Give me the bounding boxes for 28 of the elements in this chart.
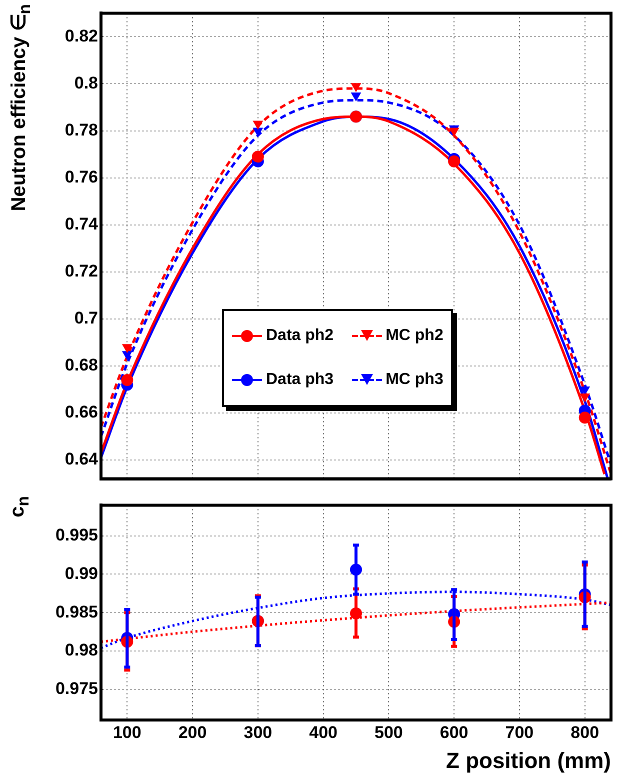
x-tick-label: 800	[570, 722, 600, 742]
x-tick-label: 700	[505, 722, 534, 742]
legend-label: Data ph2	[266, 327, 334, 345]
y-tick-label: 0.985	[55, 602, 98, 622]
y-tick-label: 0.78	[64, 120, 98, 140]
legend-label: MC ph2	[386, 327, 444, 345]
x-tick-label: 400	[309, 722, 338, 742]
x-tick-label: 100	[112, 722, 142, 742]
y-tick-label: 0.68	[64, 356, 98, 375]
y-tick-label: 0.82	[64, 26, 98, 46]
y-tick-label: 0.99	[64, 564, 98, 583]
y-tick-label: 0.76	[64, 167, 98, 186]
y-tick-label: 0.64	[64, 450, 99, 469]
y-tick-label: 0.74	[64, 214, 99, 234]
y-tick-label: 0.72	[64, 262, 98, 281]
x-tick-label: 200	[178, 722, 207, 742]
x-tick-label: 500	[374, 722, 403, 742]
y-tick-label: 0.975	[55, 679, 98, 698]
x-tick-label: 300	[244, 722, 272, 742]
x-tick-label: 600	[440, 722, 468, 742]
y-tick-label: 0.7	[74, 308, 98, 328]
y-tick-label: 0.66	[64, 402, 98, 422]
y-tick-label: 0.8	[74, 73, 98, 92]
y-tick-label: 0.98	[64, 640, 98, 660]
x-axis-title: Z position (mm)	[446, 748, 611, 774]
legend-label: Data ph3	[266, 371, 334, 389]
legend-label: MC ph3	[386, 371, 444, 389]
y-tick-label: 0.995	[55, 526, 98, 545]
